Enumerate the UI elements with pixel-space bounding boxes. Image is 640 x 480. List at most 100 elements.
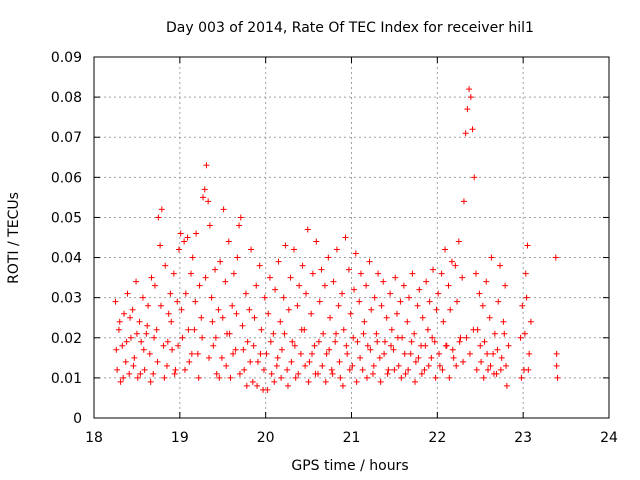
data-point [326,346,333,353]
data-point [387,290,394,297]
data-point [469,126,476,133]
data-point [263,350,270,357]
data-point [354,338,361,345]
data-point [216,374,223,381]
data-point [339,382,346,389]
data-point [155,214,162,221]
data-point [350,334,357,341]
data-point [191,326,198,333]
data-point [199,334,206,341]
data-point [165,310,172,317]
y-tick-label: 0.06 [51,170,82,186]
data-point [123,338,130,345]
data-point [230,350,237,357]
data-point [525,366,532,373]
data-point [418,370,425,377]
data-point [503,362,509,369]
data-point [376,354,383,361]
data-point [377,378,384,385]
data-point [523,294,530,301]
data-point [490,350,497,357]
data-point [436,350,443,357]
data-point [411,330,418,337]
data-point [271,378,278,385]
x-tick-label: 19 [171,430,189,446]
data-point [438,270,445,277]
data-point [291,342,298,349]
data-point [404,318,411,325]
data-point [254,382,261,389]
data-point [256,262,263,269]
data-point [249,378,256,385]
data-point [455,238,462,245]
y-tick-label: 0 [73,411,82,427]
data-point [192,298,199,305]
data-point [332,338,339,345]
data-point [329,370,336,377]
data-point [553,350,560,357]
data-point [145,302,152,309]
data-point [236,222,243,229]
data-point [442,246,449,253]
data-point [169,346,176,353]
data-point [344,350,351,357]
data-point [325,254,332,261]
data-point [419,314,426,321]
data-point [198,314,205,321]
data-point [343,342,350,349]
data-point [206,354,213,361]
data-point [179,334,186,341]
data-point [373,330,380,337]
grid-lines [94,57,609,418]
data-point [415,354,422,361]
data-point [366,258,373,265]
data-point [115,326,122,333]
data-point [157,242,164,249]
data-point [141,366,148,373]
data-point [337,374,344,381]
data-point [308,310,315,317]
data-point [230,270,237,277]
data-point [175,342,182,349]
data-point [282,242,289,249]
data-point [318,266,325,273]
data-point [462,130,469,137]
data-point [335,302,342,309]
data-point [428,354,435,361]
data-point [194,350,201,357]
data-point [242,290,249,297]
data-point [116,318,123,325]
x-axis-ticks: 18 19 20 21 22 23 24 [85,57,618,446]
data-point [347,310,354,317]
data-point [345,266,352,273]
data-point [361,318,368,325]
data-point [266,274,273,281]
data-point [327,314,334,321]
data-point [501,330,508,337]
data-point [158,206,165,213]
x-tick-label: 20 [257,430,275,446]
data-point [484,366,491,373]
data-point [521,330,528,337]
data-point [448,258,455,265]
data-point [374,338,381,345]
data-point [394,334,401,341]
data-point [442,342,449,349]
data-point [464,106,471,113]
data-point [385,366,392,373]
data-point [200,194,207,201]
data-point [352,250,359,257]
data-point [122,358,129,365]
data-point [524,242,531,249]
data-point [477,342,484,349]
data-point [405,366,412,373]
data-point [452,262,459,269]
y-tick-label: 0.02 [51,331,82,347]
data-point [127,334,134,341]
data-point [323,350,330,357]
data-point [316,298,323,305]
data-point [370,362,377,369]
data-point [476,290,483,297]
data-point [526,350,533,357]
data-point [429,334,436,341]
